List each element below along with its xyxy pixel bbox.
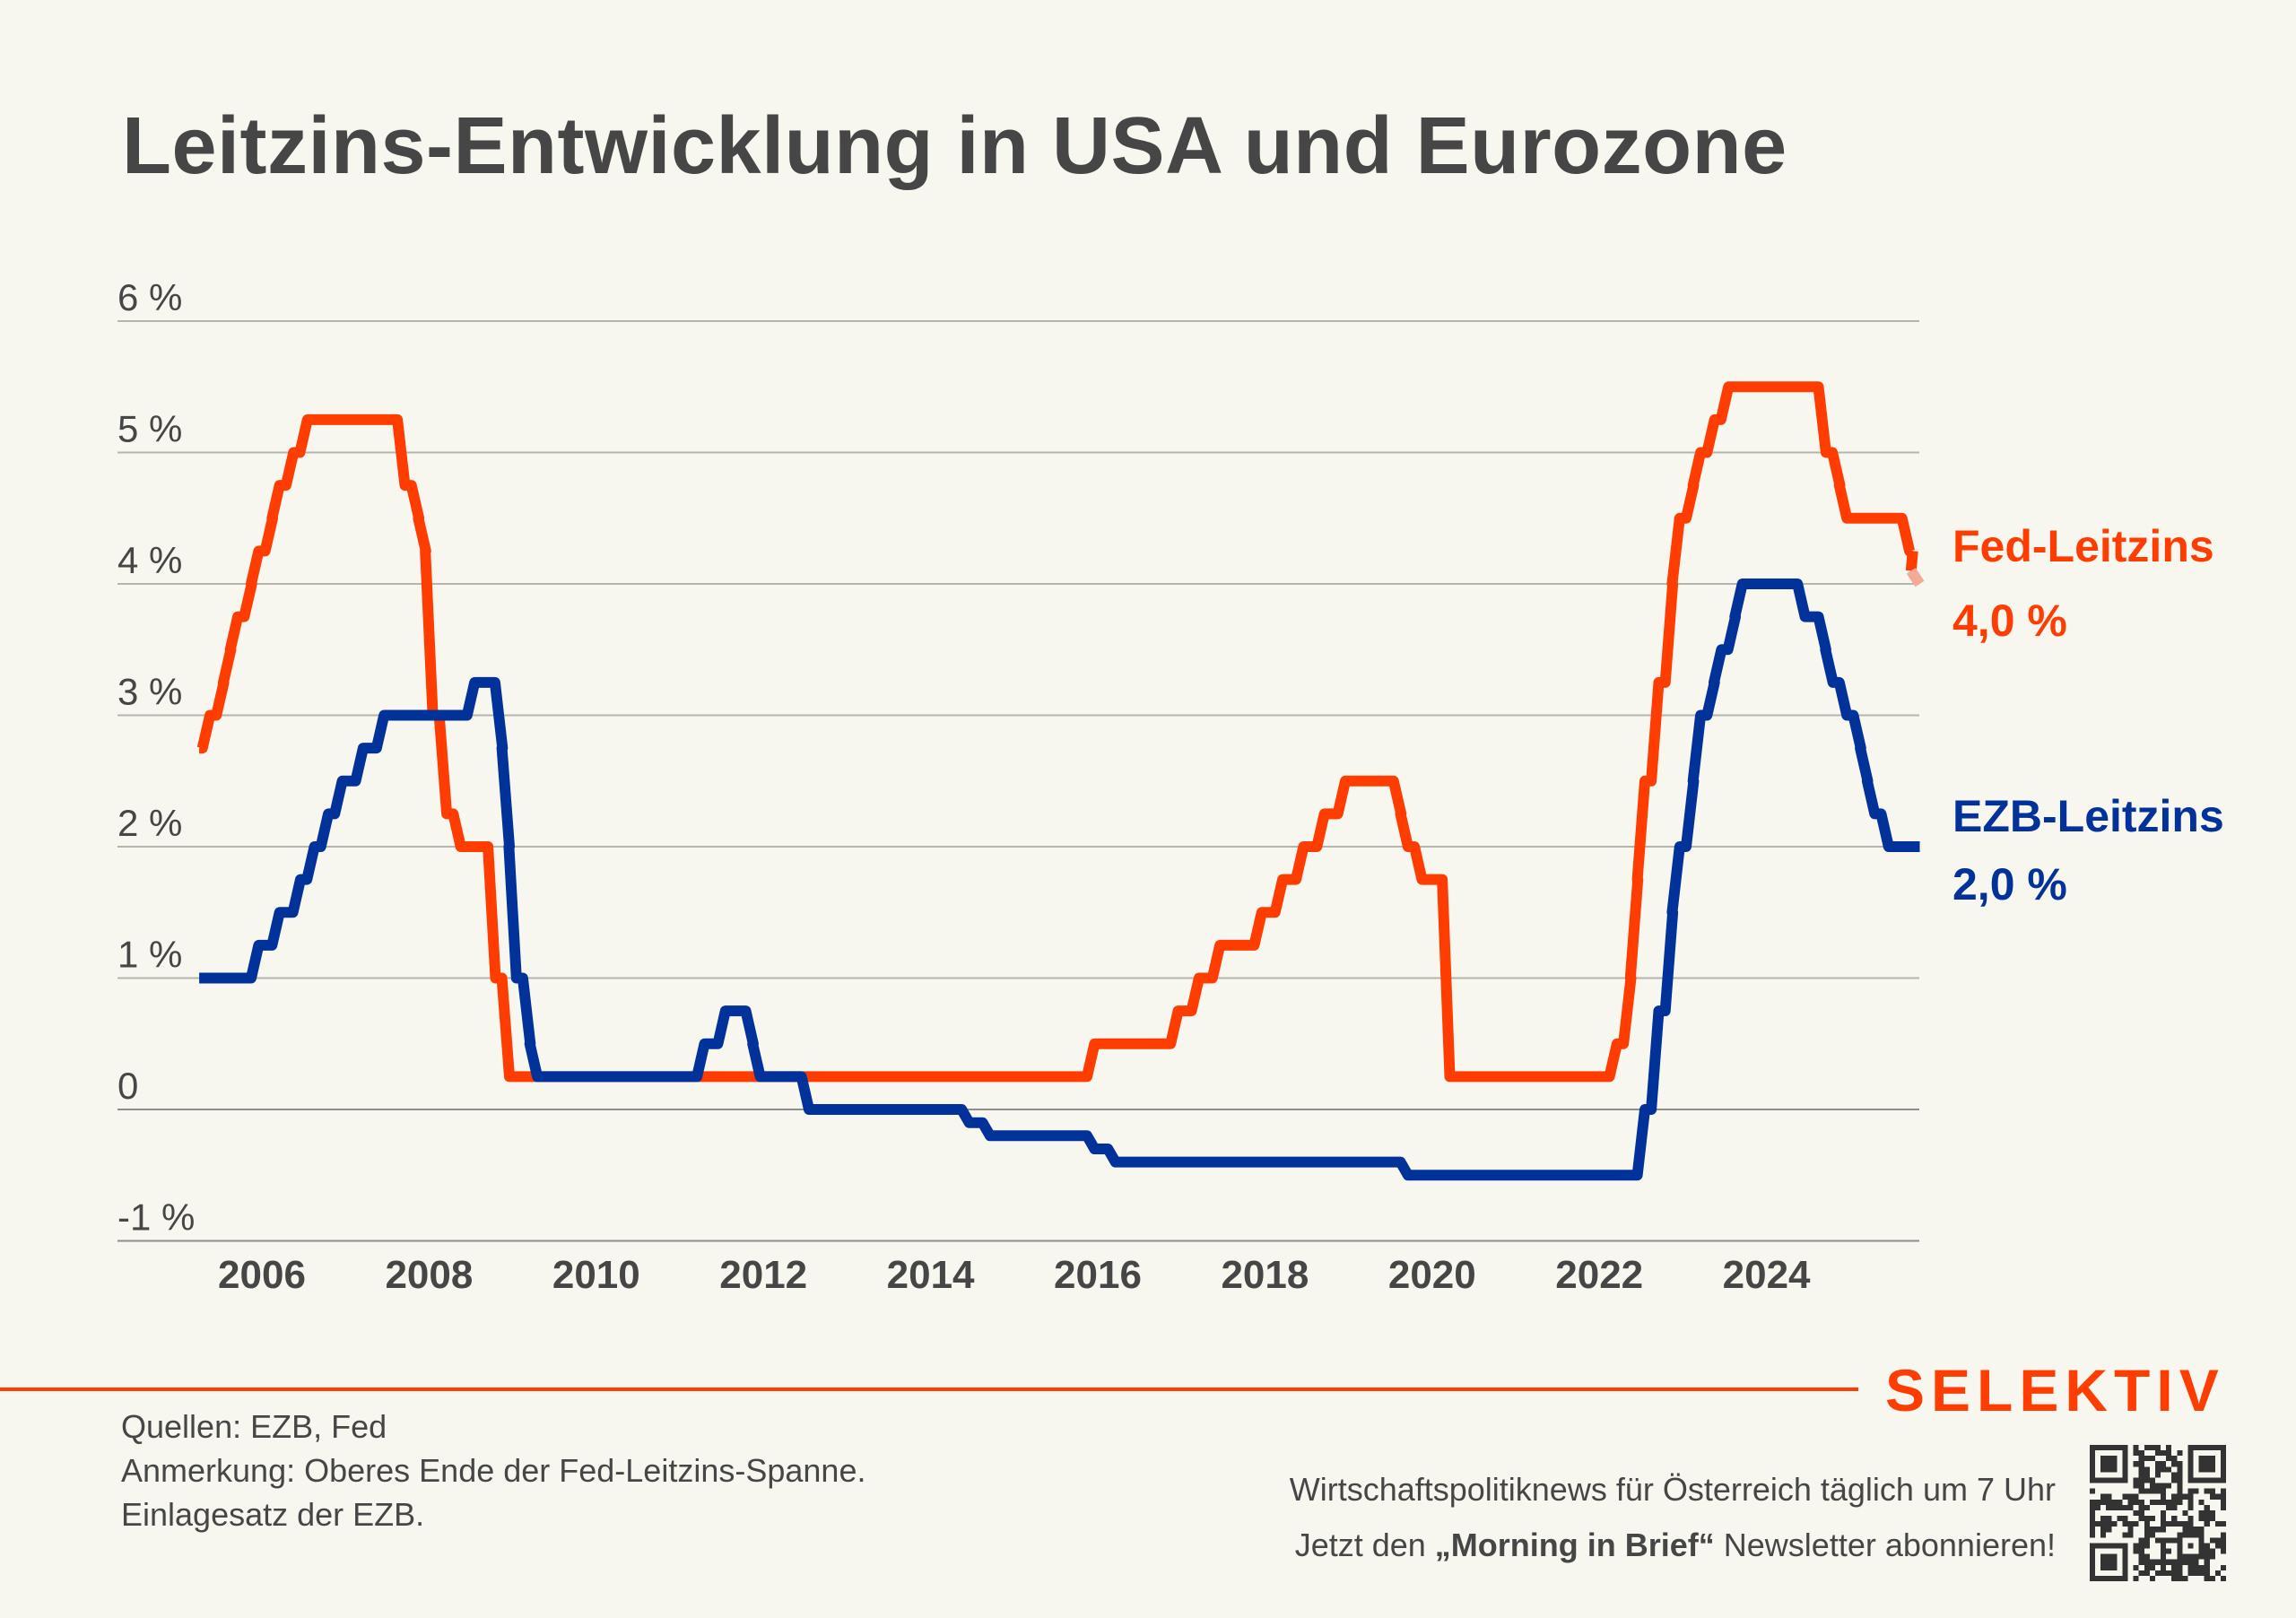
x-tick-label: 2016: [1054, 1253, 1142, 1297]
x-tick-label: 2022: [1555, 1253, 1643, 1297]
ezb-series-label: EZB-Leitzins: [1952, 791, 2224, 841]
x-tick-label: 2012: [719, 1253, 807, 1297]
x-tick-label: 2006: [218, 1253, 306, 1297]
y-tick-label: 6 %: [117, 276, 182, 318]
promo-text: Newsletter abonnieren!: [1714, 1527, 2056, 1563]
chart-title: Leitzins-Entwicklung in USA und Eurozone: [122, 101, 1787, 191]
promo-cta[interactable]: Jetzt den „Morning in Brief“ Newsletter …: [1290, 1518, 2056, 1573]
ezb-end-value: 2,0 %: [1952, 859, 2067, 909]
fed-rate-line: [196, 381, 1916, 1083]
brand-logo: SELEKTIV: [1885, 1357, 2225, 1423]
newsletter-name: „Morning in Brief“: [1434, 1527, 1715, 1563]
x-tick-label: 2008: [385, 1253, 473, 1297]
sources-line: Quellen: EZB, Fed: [121, 1408, 387, 1445]
y-tick-label: 2 %: [117, 802, 182, 844]
y-tick-label: 5 %: [117, 408, 182, 450]
promo-line: Wirtschaftspolitiknews für Österreich tä…: [1289, 1471, 2056, 1508]
fed-end-value: 4,0 %: [1952, 596, 2067, 646]
note-line: Anmerkung: Oberes Ende der Fed-Leitzins-…: [121, 1452, 866, 1489]
y-axis-ticks: 6 % 5 % 4 % 3 % 2 % 1 % 0 -1 %: [117, 276, 195, 1239]
fed-projected-segment: [1906, 568, 1925, 587]
y-tick-label: 0: [117, 1065, 138, 1107]
x-axis-ticks: 2006 2008 2010 2012 2014 2016 2018 2020 2022 2024: [218, 1253, 1811, 1297]
newsletter-promo: Wirtschaftspolitiknews für Österreich tä…: [1290, 1462, 2056, 1573]
y-tick-label: 4 %: [117, 539, 182, 581]
x-tick-label: 2014: [887, 1253, 975, 1297]
footer-divider: [0, 1387, 1858, 1391]
promo-text: Jetzt den: [1294, 1527, 1435, 1563]
y-tick-label: 3 %: [117, 671, 182, 713]
fed-rate-line-tail: [1905, 550, 1918, 571]
series-lines: [196, 381, 1925, 1181]
x-tick-label: 2010: [552, 1253, 640, 1297]
series-labels: Fed-Leitzins 4,0 % EZB-Leitzins 2,0 %: [1952, 521, 2224, 909]
fed-series-label: Fed-Leitzins: [1952, 521, 2214, 571]
x-tick-label: 2024: [1723, 1253, 1811, 1297]
y-tick-label: 1 %: [117, 934, 182, 976]
x-tick-label: 2020: [1388, 1253, 1476, 1297]
note-line: Einlagesatz der EZB.: [121, 1496, 425, 1533]
x-tick-label: 2018: [1221, 1253, 1309, 1297]
ezb-rate-line: [199, 578, 1920, 1181]
line-chart: 6 % 5 % 4 % 3 % 2 % 1 % 0 -1 % 2006 2008 2010 2012…: [117, 276, 2224, 1297]
qr-code-icon[interactable]: [2090, 1445, 2226, 1581]
y-tick-label: -1 %: [117, 1196, 195, 1239]
source-notes: Quellen: EZB, Fed Anmerkung: Oberes Ende…: [121, 1405, 865, 1536]
